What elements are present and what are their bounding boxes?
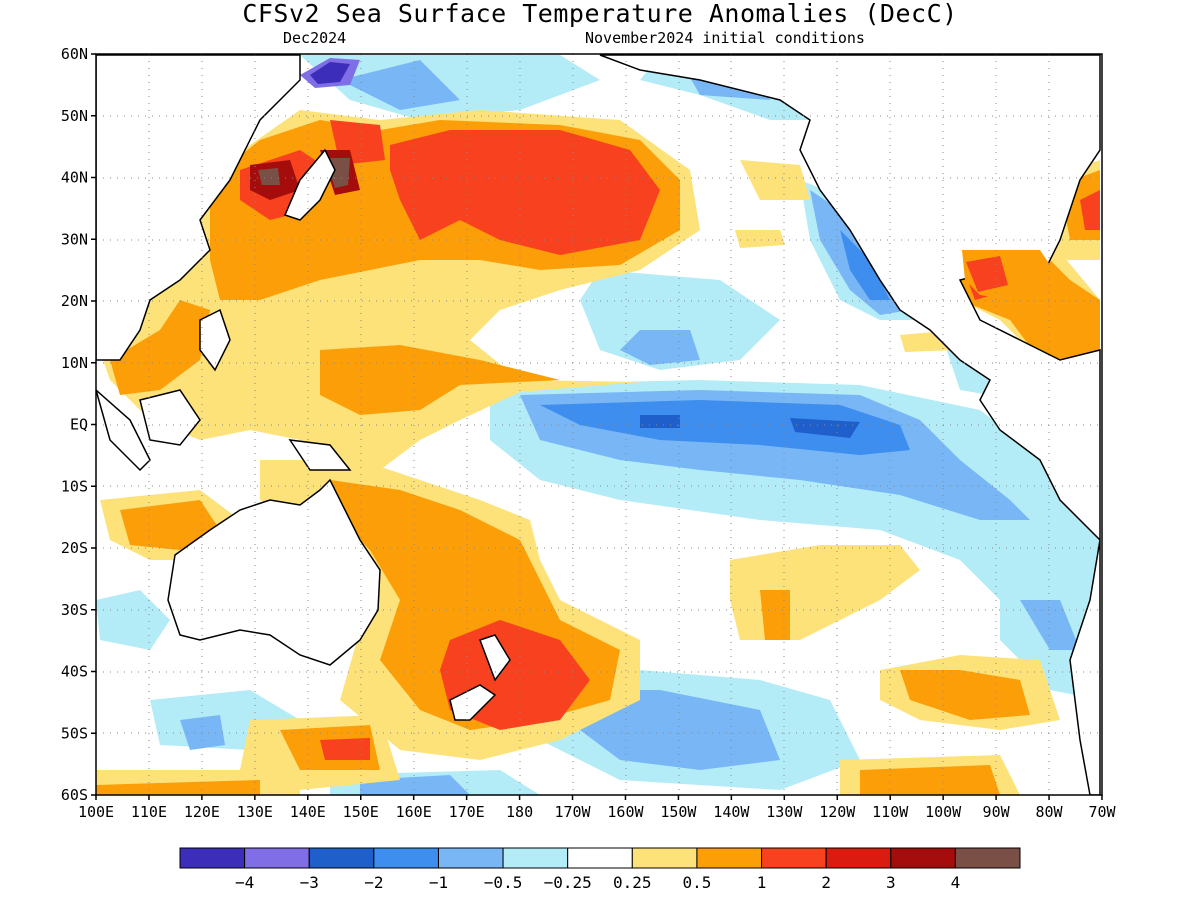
lon-tick-label: 170W xyxy=(554,803,591,821)
lon-tick-label: 150E xyxy=(343,803,379,821)
lon-tick-label: 100E xyxy=(78,803,114,821)
lat-tick-label: 50S xyxy=(61,724,88,742)
colorbar-swatch xyxy=(890,847,956,869)
colorbar-label: −4 xyxy=(235,873,254,892)
colorbar-swatch xyxy=(179,847,246,869)
forecast-month-label: Dec2024 xyxy=(283,29,347,47)
lat-tick-label: 60N xyxy=(61,45,88,63)
lat-tick-label: 10N xyxy=(61,354,88,372)
lon-tick-label: 150W xyxy=(660,803,697,821)
lat-tick-label: 50N xyxy=(61,107,88,125)
colorbar-label: 1 xyxy=(757,873,767,892)
lon-tick-label: 70W xyxy=(1088,803,1116,821)
colorbar-legend xyxy=(179,847,1021,869)
colorbar-label: −1 xyxy=(429,873,448,892)
lon-tick-label: 120E xyxy=(184,803,220,821)
lat-tick-label: EQ xyxy=(70,416,88,434)
colorbar-swatch xyxy=(567,847,633,869)
lat-tick-label: 30S xyxy=(61,601,88,619)
colorbar-swatch xyxy=(631,847,698,869)
lon-tick-label: 160E xyxy=(396,803,432,821)
lon-tick-label: 160W xyxy=(607,803,644,821)
colorbar-label: 4 xyxy=(951,873,961,892)
lon-tick-label: 130W xyxy=(766,803,803,821)
lat-tick-label: 40S xyxy=(61,663,88,681)
colorbar-swatch xyxy=(308,847,375,869)
colorbar-swatch xyxy=(244,847,310,869)
colorbar-swatch xyxy=(825,847,892,869)
anomaly-field xyxy=(96,54,1102,795)
lat-tick-label: 20N xyxy=(61,292,88,310)
colorbar-label: −3 xyxy=(300,873,319,892)
lon-tick-label: 100W xyxy=(925,803,962,821)
lon-tick-label: 130E xyxy=(237,803,273,821)
lon-tick-label: 180 xyxy=(506,803,533,821)
colorbar-label: −0.25 xyxy=(544,873,592,892)
colorbar-label: 2 xyxy=(821,873,831,892)
lat-tick-label: 40N xyxy=(61,169,88,187)
lon-tick-label: 140E xyxy=(290,803,326,821)
lon-tick-label: 110E xyxy=(131,803,167,821)
initial-conditions-label: November2024 initial conditions xyxy=(585,29,865,47)
colorbar-swatch xyxy=(761,847,827,869)
colorbar-swatch xyxy=(373,847,439,869)
colorbar-swatch xyxy=(696,847,763,869)
lon-tick-label: 140W xyxy=(713,803,750,821)
colorbar-swatch xyxy=(437,847,504,869)
lat-tick-label: 60S xyxy=(61,786,88,804)
colorbar-swatch xyxy=(954,847,1021,869)
lon-tick-label: 80W xyxy=(1036,803,1064,821)
lat-tick-label: 10S xyxy=(61,477,88,495)
lat-tick-label: 20S xyxy=(61,539,88,557)
lon-tick-label: 110W xyxy=(872,803,909,821)
lat-tick-label: 30N xyxy=(61,230,88,248)
colorbar-label: 0.5 xyxy=(682,873,711,892)
colorbar-label: 0.25 xyxy=(613,873,652,892)
colorbar-swatch xyxy=(502,847,569,869)
lon-tick-label: 90W xyxy=(983,803,1011,821)
lon-tick-label: 120W xyxy=(819,803,856,821)
colorbar-label: −0.5 xyxy=(484,873,523,892)
lon-tick-label: 170E xyxy=(449,803,485,821)
map-title: CFSv2 Sea Surface Temperature Anomalies … xyxy=(242,0,958,28)
colorbar-label: −2 xyxy=(364,873,383,892)
colorbar-label: 3 xyxy=(886,873,896,892)
